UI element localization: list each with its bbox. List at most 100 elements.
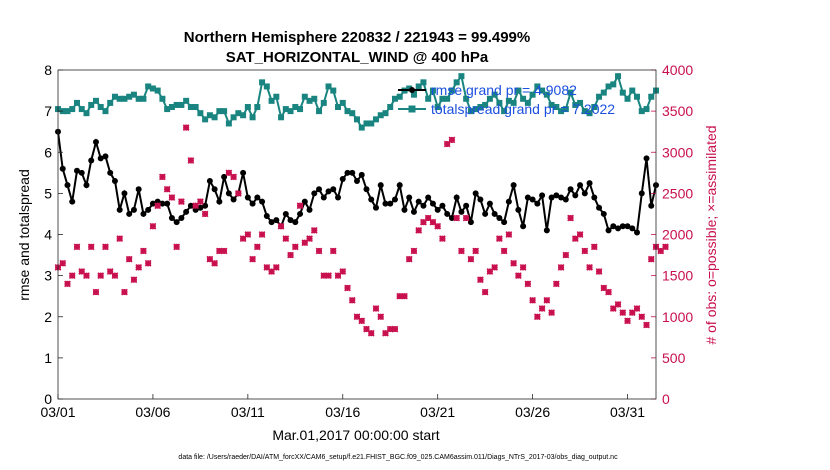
rmse-point xyxy=(297,210,304,217)
obs-assimilated-point xyxy=(529,296,536,304)
rmse-point xyxy=(410,208,417,215)
totalspread-point xyxy=(548,101,555,108)
totalspread-point xyxy=(382,110,389,117)
rmse-point xyxy=(501,219,508,226)
x-tick-label: 03/26 xyxy=(515,404,550,420)
totalspread-point xyxy=(467,108,474,115)
rmse-point xyxy=(92,138,99,145)
y-tick-label-right: 1000 xyxy=(662,309,693,325)
totalspread-point xyxy=(586,110,593,117)
totalspread-point xyxy=(377,112,384,119)
obs-assimilated-point xyxy=(633,305,641,312)
obs-assimilated-point xyxy=(510,259,517,267)
rmse-point xyxy=(444,210,451,217)
totalspread-point xyxy=(534,83,541,90)
y-tick-label-left: 5 xyxy=(44,185,52,201)
rmse-point xyxy=(254,194,261,201)
y-tick-label-left: 8 xyxy=(44,62,52,78)
obs-assimilated-point xyxy=(439,235,446,242)
rmse-point xyxy=(316,186,323,193)
totalspread-point xyxy=(126,93,133,100)
rmse-point xyxy=(78,169,85,176)
rmse-point xyxy=(145,206,152,213)
obs-assimilated-point xyxy=(329,247,337,255)
obs-assimilated-point xyxy=(401,292,408,300)
obs-assimilated-point xyxy=(643,321,650,329)
totalspread-point xyxy=(102,108,109,115)
totalspread-point xyxy=(524,99,531,106)
rmse-point xyxy=(325,188,332,195)
obs-assimilated-point xyxy=(519,264,527,271)
rmse-point xyxy=(130,206,137,213)
obs-assimilated-point xyxy=(140,247,147,255)
totalspread-point xyxy=(168,104,175,111)
rmse-point xyxy=(59,165,66,172)
rmse-point xyxy=(311,190,318,197)
obs-assimilated-point xyxy=(557,264,565,271)
totalspread-point xyxy=(553,104,560,111)
rmse-point xyxy=(548,194,555,201)
obs-assimilated-point xyxy=(258,231,266,238)
rmse-point xyxy=(202,202,209,209)
totalspread-point xyxy=(149,85,156,92)
obs-assimilated-point xyxy=(363,325,370,333)
rmse-point xyxy=(634,229,641,236)
rmse-point xyxy=(377,182,384,189)
obs-assimilated-point xyxy=(197,198,204,205)
totalspread-point xyxy=(444,95,451,102)
totalspread-point xyxy=(297,106,304,113)
obs-assimilated-point xyxy=(567,214,574,222)
rmse-point xyxy=(510,182,517,189)
obs-assimilated-point xyxy=(344,284,351,292)
obs-assimilated-point xyxy=(358,317,366,325)
totalspread-point xyxy=(520,95,527,102)
obs-assimilated-point xyxy=(595,268,603,275)
obs-assimilated-point xyxy=(301,239,309,247)
obs-assimilated-point xyxy=(638,313,646,321)
obs-assimilated-point xyxy=(434,222,442,230)
y-tick-label-left: 6 xyxy=(44,144,52,160)
rmse-point xyxy=(292,219,299,226)
obs-assimilated-point xyxy=(462,214,470,222)
x-tick-label: 03/11 xyxy=(231,404,265,420)
rmse-point xyxy=(577,182,584,189)
rmse-point xyxy=(572,192,579,199)
obs-assimilated-point xyxy=(325,272,332,279)
rmse-point xyxy=(648,202,655,209)
rmse-point xyxy=(529,196,536,203)
rmse-point xyxy=(505,198,512,205)
y-tick-label-right: 0 xyxy=(662,391,670,407)
y-axis-label-left: rmse and totalspread xyxy=(16,169,32,301)
legend-entry-rmse: rmse grand pr = 4.9082 xyxy=(431,82,577,98)
rmse-point xyxy=(268,219,275,226)
totalspread-point xyxy=(420,79,427,86)
totalspread-point xyxy=(363,120,370,127)
totalspread-point xyxy=(135,95,142,102)
rmse-point xyxy=(372,204,379,211)
rmse-point xyxy=(197,204,204,211)
obs-assimilated-point xyxy=(514,272,522,279)
obs-assimilated-point xyxy=(405,255,413,263)
rmse-point xyxy=(486,200,493,207)
totalspread-point xyxy=(78,106,85,113)
totalspread-point xyxy=(486,95,493,102)
obs-assimilated-point xyxy=(106,268,114,275)
totalspread-point xyxy=(425,95,432,102)
totalspread-point xyxy=(615,73,622,80)
totalspread-point xyxy=(121,95,128,102)
obs-assimilated-point xyxy=(277,222,285,230)
totalspread-point xyxy=(254,104,261,111)
totalspread-point xyxy=(130,91,137,98)
obs-assimilated-point xyxy=(178,198,185,205)
totalspread-point xyxy=(610,81,617,88)
obs-assimilated-point xyxy=(102,243,109,251)
totalspread-point xyxy=(164,106,171,113)
rmse-point xyxy=(97,155,104,162)
rmse-point xyxy=(173,219,180,226)
obs-assimilated-point xyxy=(552,280,560,288)
y-tick-label-right: 1500 xyxy=(662,268,693,284)
totalspread-point xyxy=(596,93,603,100)
totalspread-point xyxy=(453,79,460,86)
obs-assimilated-point xyxy=(415,227,423,234)
